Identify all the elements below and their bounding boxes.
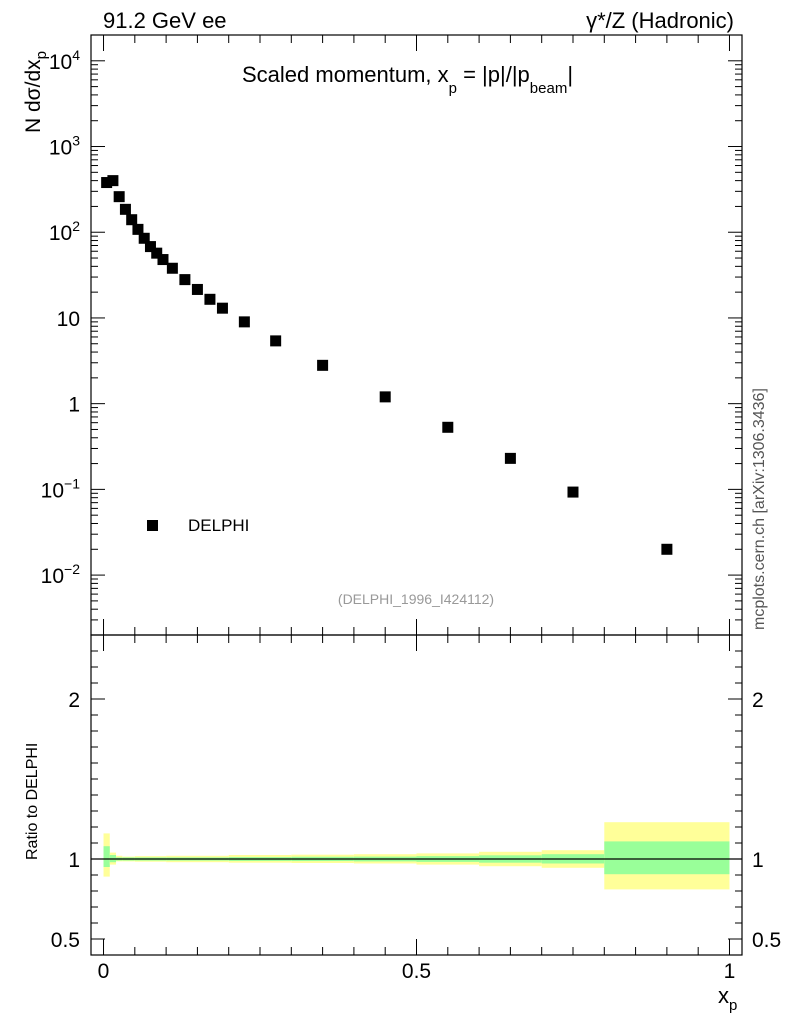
ratio-y-tick-label-right: 2 — [752, 689, 764, 712]
main-y-axis-label: N dσ/dxp — [22, 51, 50, 133]
y-tick-label: 1 — [68, 394, 80, 417]
ratio-inner-band — [103, 846, 110, 867]
ratio-y-tick-label: 1 — [68, 849, 80, 872]
ratio-panel: 0.5 0.5 1 1 2 2 0 0.5 1 Ratio to DELPHI xp — [24, 634, 781, 1014]
data-point — [317, 359, 329, 371]
data-point — [179, 274, 191, 286]
x-tick-label: 0.5 — [402, 960, 431, 983]
data-point — [204, 293, 216, 305]
y-tick-label-base: 10 — [49, 222, 72, 245]
y-tick-label-base: 10 — [41, 565, 64, 588]
main-title-part-c: | — [567, 62, 573, 87]
ratio-y-axis-label: Ratio to DELPHI — [24, 743, 41, 860]
legend-marker — [147, 520, 158, 531]
data-point — [107, 175, 119, 187]
y-tick-label: 10 — [57, 308, 80, 331]
main-title: Scaled momentum, xp = |p|/|pbeam| — [242, 62, 573, 97]
data-point — [157, 254, 169, 266]
y-tick-label-base: 10 — [49, 137, 72, 160]
y-tick-label: 104 — [49, 47, 80, 74]
main-plot-frame — [90, 34, 743, 636]
main-y-axis-label-text: N dσ/dx — [22, 59, 45, 133]
ratio-x-axis-label: xp — [718, 983, 737, 1014]
process-label: γ*/Z (Hadronic) — [586, 8, 734, 33]
analysis-watermark: (DELPHI_1996_I424112) — [338, 591, 494, 607]
y-tick-label-exponent: 3 — [72, 133, 80, 149]
y-tick-label-exponent: 2 — [72, 218, 80, 234]
data-point — [504, 452, 516, 464]
data-point — [661, 543, 673, 555]
ratio-y-tick-label: 0.5 — [51, 929, 80, 952]
data-point — [567, 486, 579, 498]
data-point — [138, 232, 150, 244]
y-tick-label-base: 10 — [49, 51, 72, 74]
y-tick-label: 10−2 — [41, 561, 81, 588]
ratio-y-tick-label-right: 1 — [752, 849, 764, 872]
ratio-inner-band — [604, 841, 730, 875]
data-point — [101, 177, 113, 189]
y-tick-label-base: 10 — [57, 308, 80, 331]
y-tick-label-base: 10 — [41, 479, 64, 502]
y-tick-label-base: 1 — [68, 394, 80, 417]
data-point — [191, 283, 203, 295]
ratio-x-axis-label-text: x — [718, 983, 729, 1008]
energy-label: 91.2 GeV ee — [103, 8, 227, 33]
main-title-part-b: = |p|/|p — [457, 62, 530, 87]
main-title-sub-beam: beam — [530, 80, 568, 97]
x-tick-label: 0 — [98, 960, 110, 983]
ratio-plot-frame — [90, 634, 743, 956]
ratio-y-tick-label: 2 — [68, 689, 80, 712]
data-point — [442, 421, 454, 433]
legend-label: DELPHI — [188, 516, 249, 535]
y-tick-label: 102 — [49, 218, 80, 245]
data-point — [238, 316, 250, 328]
ratio-y-tick-label-right: 0.5 — [752, 929, 781, 952]
main-y-axis-label-sub: p — [33, 51, 50, 59]
side-label: mcplots.cern.ch [arXiv:1306.3436] — [751, 388, 768, 630]
data-point — [132, 223, 144, 235]
ratio-x-axis-label-sub: p — [729, 997, 737, 1014]
data-point — [144, 241, 156, 253]
data-point — [119, 203, 131, 215]
x-tick-label: 1 — [724, 960, 736, 983]
data-point — [151, 247, 163, 259]
data-point — [126, 214, 138, 226]
main-title-part-a: Scaled momentum, x — [242, 62, 449, 87]
y-tick-label-exponent: −1 — [64, 475, 80, 491]
data-point — [270, 335, 282, 347]
data-point — [113, 191, 125, 203]
data-point — [216, 302, 228, 314]
y-tick-label-exponent: −2 — [64, 561, 80, 577]
main-title-sub-p: p — [449, 80, 457, 97]
data-point — [379, 391, 391, 403]
y-tick-label: 10−1 — [41, 475, 81, 502]
y-tick-label: 103 — [49, 133, 80, 160]
y-tick-label-exponent: 4 — [72, 47, 80, 63]
data-point — [166, 262, 178, 274]
